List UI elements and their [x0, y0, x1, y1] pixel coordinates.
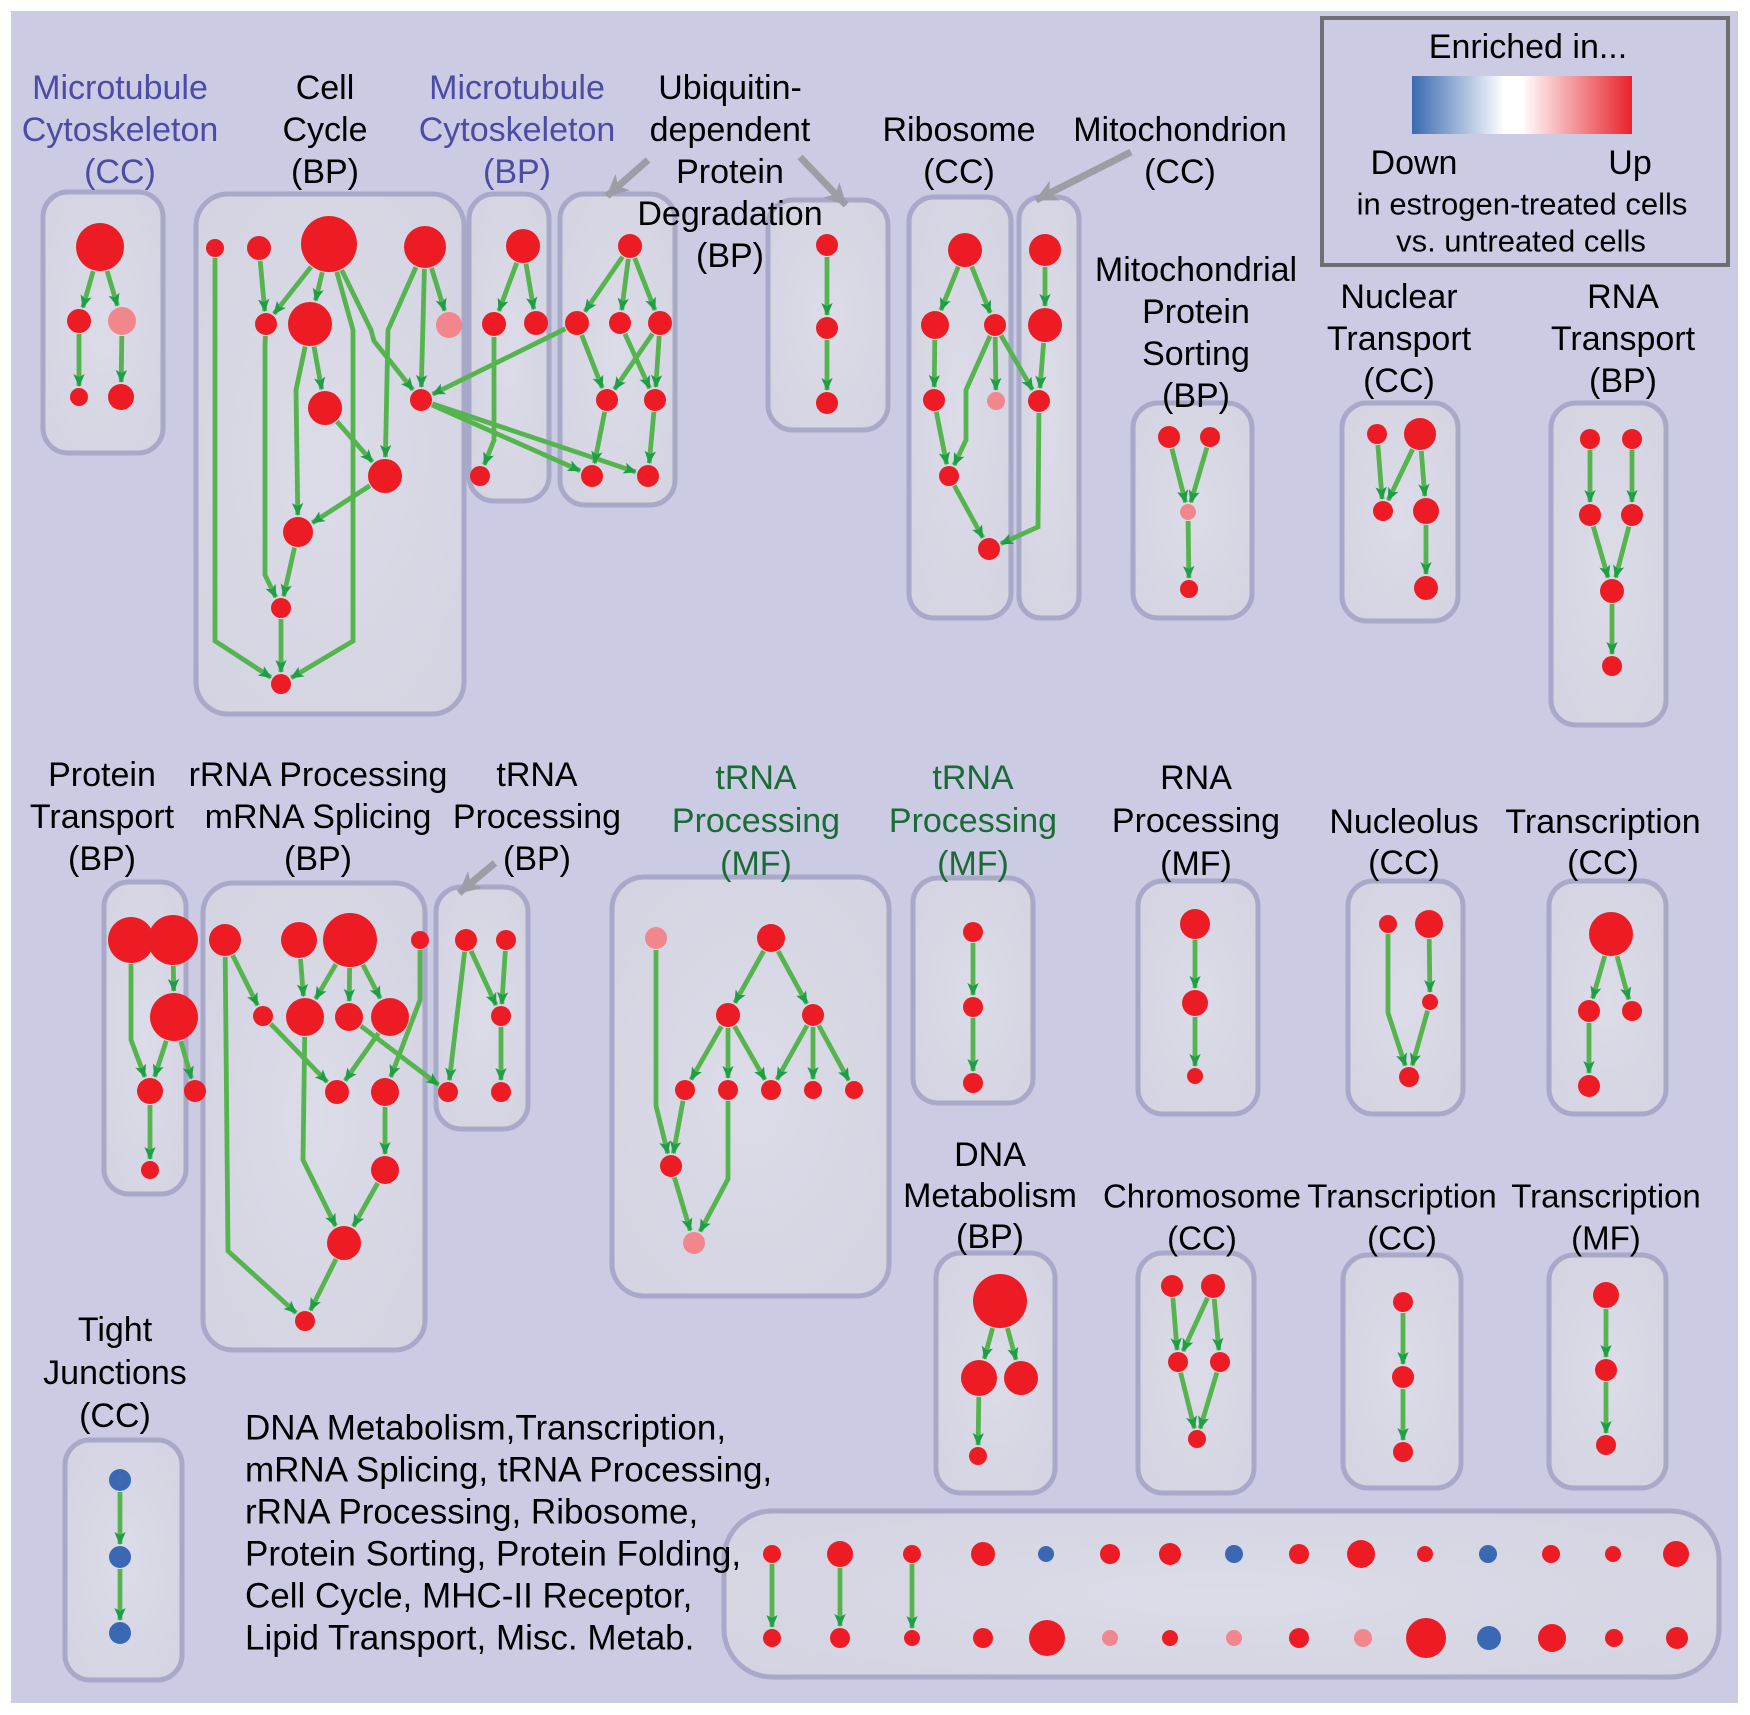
svg-text:Protein: Protein	[48, 756, 156, 794]
svg-text:Nucleolus: Nucleolus	[1329, 803, 1478, 841]
svg-text:tRNA: tRNA	[715, 759, 797, 797]
svg-text:dependent: dependent	[650, 111, 811, 149]
svg-text:tRNA: tRNA	[932, 759, 1014, 797]
svg-text:Transcription: Transcription	[1511, 1178, 1701, 1215]
svg-text:mRNA Splicing, tRNA Processing: mRNA Splicing, tRNA Processing,	[245, 1451, 772, 1490]
svg-text:Degradation: Degradation	[637, 195, 822, 233]
svg-text:Enriched in...: Enriched in...	[1429, 28, 1627, 66]
svg-text:(CC): (CC)	[79, 1397, 151, 1435]
svg-text:(CC): (CC)	[1144, 153, 1216, 191]
svg-text:Processing: Processing	[1112, 802, 1280, 840]
svg-text:Protein: Protein	[1142, 293, 1250, 331]
svg-text:(MF): (MF)	[937, 845, 1009, 883]
svg-text:(BP): (BP)	[483, 153, 551, 191]
svg-text:(BP): (BP)	[291, 153, 359, 191]
svg-text:(CC): (CC)	[923, 153, 995, 191]
svg-text:RNA: RNA	[1587, 278, 1659, 316]
svg-text:Chromosome: Chromosome	[1103, 1178, 1301, 1215]
svg-text:(CC): (CC)	[84, 153, 156, 191]
svg-text:Cycle: Cycle	[282, 111, 367, 149]
svg-text:Up: Up	[1608, 144, 1651, 182]
svg-text:Processing: Processing	[672, 802, 840, 840]
svg-text:Ribosome: Ribosome	[882, 111, 1035, 149]
svg-text:(BP): (BP)	[956, 1218, 1024, 1256]
svg-text:Sorting: Sorting	[1142, 335, 1250, 373]
svg-text:Cytoskeleton: Cytoskeleton	[22, 111, 219, 149]
svg-text:(BP): (BP)	[503, 840, 571, 878]
svg-text:Processing: Processing	[453, 798, 621, 836]
svg-text:Mitochondrion: Mitochondrion	[1073, 111, 1287, 149]
svg-text:(CC): (CC)	[1167, 1220, 1237, 1257]
svg-text:Down: Down	[1371, 144, 1458, 182]
svg-text:mRNA Splicing: mRNA Splicing	[205, 798, 432, 836]
svg-text:(BP): (BP)	[696, 237, 764, 275]
svg-text:Tight: Tight	[78, 1311, 153, 1349]
svg-text:DNA: DNA	[954, 1136, 1026, 1174]
svg-text:(BP): (BP)	[1162, 377, 1230, 415]
svg-text:Metabolism: Metabolism	[903, 1177, 1077, 1215]
svg-text:Cell Cycle, MHC-II Receptor,: Cell Cycle, MHC-II Receptor,	[245, 1577, 692, 1616]
svg-text:(BP): (BP)	[1589, 362, 1657, 400]
svg-text:Lipid Transport, Misc. Metab.: Lipid Transport, Misc. Metab.	[245, 1619, 694, 1658]
svg-text:RNA: RNA	[1160, 759, 1232, 797]
svg-text:Cell: Cell	[296, 69, 355, 107]
svg-text:Microtubule: Microtubule	[32, 69, 208, 107]
svg-text:Nuclear: Nuclear	[1340, 278, 1457, 316]
svg-text:Protein: Protein	[676, 153, 784, 191]
svg-text:Transcription: Transcription	[1505, 803, 1700, 841]
svg-text:(CC): (CC)	[1567, 844, 1639, 882]
svg-text:(MF): (MF)	[720, 845, 792, 883]
svg-text:Cytoskeleton: Cytoskeleton	[419, 111, 616, 149]
svg-text:Microtubule: Microtubule	[429, 69, 605, 107]
svg-text:DNA Metabolism,Transcription,: DNA Metabolism,Transcription,	[245, 1409, 726, 1448]
svg-text:Transport: Transport	[1551, 320, 1696, 358]
svg-text:(CC): (CC)	[1363, 362, 1435, 400]
svg-text:Transport: Transport	[1327, 320, 1472, 358]
svg-text:in estrogen-treated cells: in estrogen-treated cells	[1357, 187, 1688, 222]
svg-text:(BP): (BP)	[284, 840, 352, 878]
svg-text:vs. untreated cells: vs. untreated cells	[1396, 224, 1646, 259]
svg-text:(CC): (CC)	[1367, 1220, 1437, 1257]
svg-text:(CC): (CC)	[1368, 844, 1440, 882]
svg-text:Protein Sorting, Protein Foldi: Protein Sorting, Protein Folding,	[245, 1535, 741, 1574]
svg-text:Transcription: Transcription	[1307, 1178, 1497, 1215]
svg-text:Ubiquitin-: Ubiquitin-	[658, 69, 802, 107]
svg-text:Transport: Transport	[30, 798, 175, 836]
svg-text:rRNA Processing: rRNA Processing	[189, 756, 448, 794]
svg-text:tRNA: tRNA	[496, 756, 578, 794]
svg-text:Mitochondrial: Mitochondrial	[1095, 251, 1297, 289]
svg-text:(MF): (MF)	[1160, 845, 1232, 883]
svg-text:(MF): (MF)	[1571, 1220, 1641, 1257]
svg-text:(BP): (BP)	[68, 840, 136, 878]
svg-text:rRNA Processing, Ribosome,: rRNA Processing, Ribosome,	[245, 1493, 698, 1532]
svg-text:Processing: Processing	[889, 802, 1057, 840]
svg-text:Junctions: Junctions	[43, 1354, 187, 1392]
